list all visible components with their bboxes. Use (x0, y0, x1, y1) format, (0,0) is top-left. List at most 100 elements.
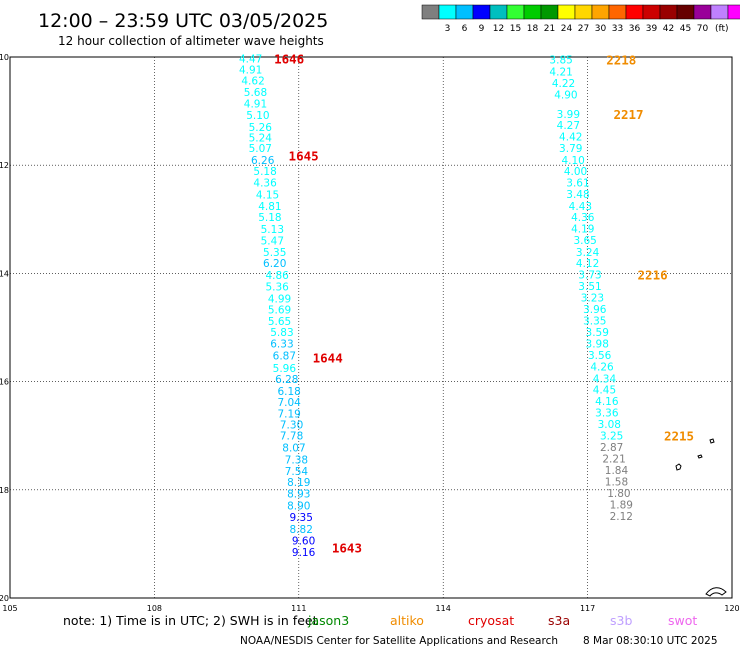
y-tick-label: 18 (0, 486, 9, 495)
wave-height-value: 3.73 (578, 269, 601, 281)
colorbar-swatch (523, 4, 542, 20)
colorbar-swatch (659, 4, 678, 20)
wave-height-value: 7.54 (285, 466, 309, 478)
wave-height-value: 4.26 (590, 361, 614, 373)
wave-height-value: 9.60 (292, 536, 315, 548)
wave-height-value: 8.82 (290, 524, 313, 536)
x-tick-label: 117 (580, 604, 595, 613)
wave-height-value: 4.21 (549, 67, 572, 79)
wave-height-value: 2.87 (600, 442, 623, 454)
axis-tick-labels: 105 108 111 114 117 120 10 12 14 16 18 20 (0, 53, 740, 613)
wave-height-value: 8.19 (287, 477, 310, 489)
wave-height-value: 5.68 (244, 87, 267, 99)
mission-legend: jason3 altiko cryosat s3a s3b swot (307, 613, 697, 628)
wave-height-value: 3.79 (559, 143, 582, 155)
wave-height-value: 5.24 (249, 133, 273, 145)
x-tick-label: 105 (2, 604, 17, 613)
wave-height-value: 1.58 (605, 477, 628, 489)
note-text: note: 1) Time is in UTC; 2) SWH is in fe… (63, 613, 318, 628)
wave-height-value: 4.86 (265, 270, 289, 282)
colorbar-label: 9 (479, 24, 485, 34)
wave-height-value: 3.98 (586, 339, 609, 351)
satellite-tracks: 4.474.914.625.684.915.105.265.245.076.26… (239, 52, 694, 559)
chart-subtitle: 12 hour collection of altimeter wave hei… (58, 34, 324, 48)
colorbar-swatch (438, 4, 457, 20)
colorbar-swatch (540, 4, 559, 20)
colorbar-label: 6 (462, 24, 468, 34)
wave-height-value: 6.87 (273, 351, 296, 363)
wave-height-value: 4.42 (559, 132, 582, 144)
x-tick-label: 111 (291, 604, 306, 613)
wave-height-value: 7.38 (285, 455, 308, 467)
colorbar-swatch (710, 4, 729, 20)
colorbar-label: 30 (595, 24, 607, 34)
wave-height-value: 3.25 (600, 431, 623, 443)
colorbar-label: 45 (680, 24, 691, 34)
wave-height-value: 4.36 (571, 212, 595, 224)
colorbar-swatch (506, 4, 525, 20)
colorbar-label: 33 (612, 24, 623, 34)
wave-height-value: 5.18 (258, 212, 281, 224)
wave-height-value: 7.30 (280, 419, 303, 431)
wave-height-value: 5.07 (249, 143, 272, 155)
wave-height-value: 4.27 (557, 120, 580, 132)
wave-height-value: 5.47 (261, 235, 284, 247)
colorbar-label: 21 (544, 24, 555, 34)
color-scale-legend: 3 6 9 12 15 18 21 24 27 30 33 36 39 42 45 70 (ft) (421, 4, 740, 34)
x-tick-label: 108 (147, 604, 162, 613)
chart-title: 12:00 – 23:59 UTC 03/05/2025 (38, 10, 328, 32)
wave-height-value: 4.43 (569, 201, 592, 213)
wave-height-value: 7.04 (277, 397, 301, 409)
colorbar-swatch (693, 4, 712, 20)
wave-height-value: 3.24 (576, 247, 600, 259)
wave-height-value: 3.48 (566, 189, 589, 201)
wave-height-value: 2.21 (602, 453, 625, 465)
wave-height-value: 4.81 (258, 201, 281, 213)
wave-height-value: 4.22 (552, 78, 575, 90)
colorbar-label: 24 (561, 24, 573, 34)
coastline-islands (675, 438, 727, 597)
wave-height-value: 4.36 (253, 178, 277, 190)
mission-altiko: altiko (390, 613, 424, 628)
wave-height-value: 7.78 (280, 431, 303, 443)
wave-height-value: 4.12 (576, 258, 599, 270)
x-tick-label: 114 (436, 604, 451, 613)
wave-height-value: 6.26 (251, 155, 275, 167)
mission-s3b: s3b (610, 613, 632, 628)
colorbar-swatch (608, 4, 627, 20)
colorbar-label: 36 (629, 24, 641, 34)
wave-height-value: 5.13 (261, 224, 284, 236)
wave-height-value: 3.08 (598, 419, 621, 431)
wave-height-value: 7.19 (277, 409, 300, 421)
x-tick-label: 120 (724, 604, 739, 613)
wave-height-value: 3.99 (557, 109, 580, 121)
wave-height-value: 4.99 (268, 293, 291, 305)
colorbar-label: 27 (578, 24, 589, 34)
wave-height-value: 9.35 (290, 512, 313, 524)
colorbar-swatch (489, 4, 508, 20)
wave-height-value: 8.90 (287, 500, 310, 512)
wave-height-value: 4.15 (256, 189, 279, 201)
wave-height-value: 2.12 (610, 511, 633, 523)
mission-s3a: s3a (548, 613, 570, 628)
wave-height-value: 6.18 (277, 386, 300, 398)
wave-height-value: 5.35 (263, 247, 286, 259)
wave-height-value: 8.07 (282, 443, 305, 455)
wave-height-value: 3.35 (583, 315, 606, 327)
wave-height-value: 9.16 (292, 547, 316, 559)
colorbar-label: 12 (493, 24, 504, 34)
mission-cryosat: cryosat (468, 613, 514, 628)
wave-height-value: 3.51 (578, 281, 601, 293)
colorbar-swatch (421, 4, 440, 20)
colorbar-swatch (574, 4, 593, 20)
wave-height-value: 4.34 (593, 373, 617, 385)
pass-time-label: 2218 (606, 53, 636, 68)
wave-height-value: 5.96 (273, 363, 297, 375)
wave-height-value: 4.10 (561, 155, 584, 167)
note-prefix: note: 1) Time is in UTC; 2) SWH is in fe… (63, 613, 318, 628)
wave-height-value: 3.23 (581, 293, 604, 305)
colorbar-swatch (557, 4, 576, 20)
colorbar-label: 70 (697, 24, 709, 34)
wave-height-value: 3.59 (586, 327, 609, 339)
